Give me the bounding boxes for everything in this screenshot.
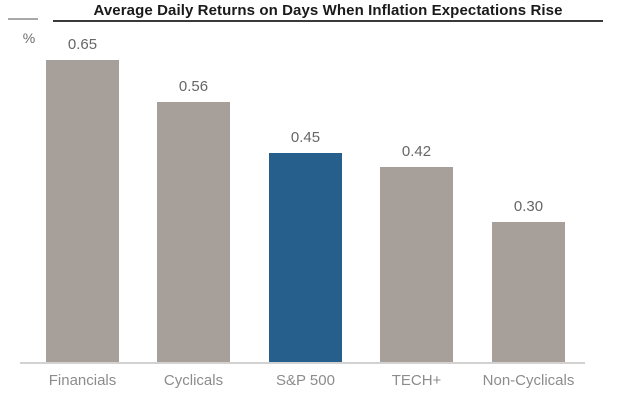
x-axis-line [20,362,585,364]
bar-financials [46,60,119,362]
bar-value-label-cyclicals: 0.56 [178,78,209,95]
category-label-s-p-500: S&P 500 [276,372,335,389]
category-label-tech-: TECH+ [391,372,442,389]
bar-value-label-tech-: 0.42 [401,143,432,160]
category-label-cyclicals: Cyclicals [163,372,224,389]
bar-non-cyclicals [492,222,565,362]
bar-value-label-non-cyclicals: 0.30 [513,198,544,215]
y-axis-top-tick [8,18,38,20]
title-underline [53,20,603,22]
bar-tech- [380,167,453,362]
bar-value-label-s-p-500: 0.45 [290,129,321,146]
chart-title: Average Daily Returns on Days When Infla… [93,2,563,19]
bar-s-p-500 [269,153,342,362]
y-axis-unit-label: % [22,30,36,46]
category-label-financials: Financials [48,372,117,389]
bar-value-label-financials: 0.65 [67,36,98,53]
bar-cyclicals [157,102,230,362]
category-label-non-cyclicals: Non-Cyclicals [482,372,575,389]
